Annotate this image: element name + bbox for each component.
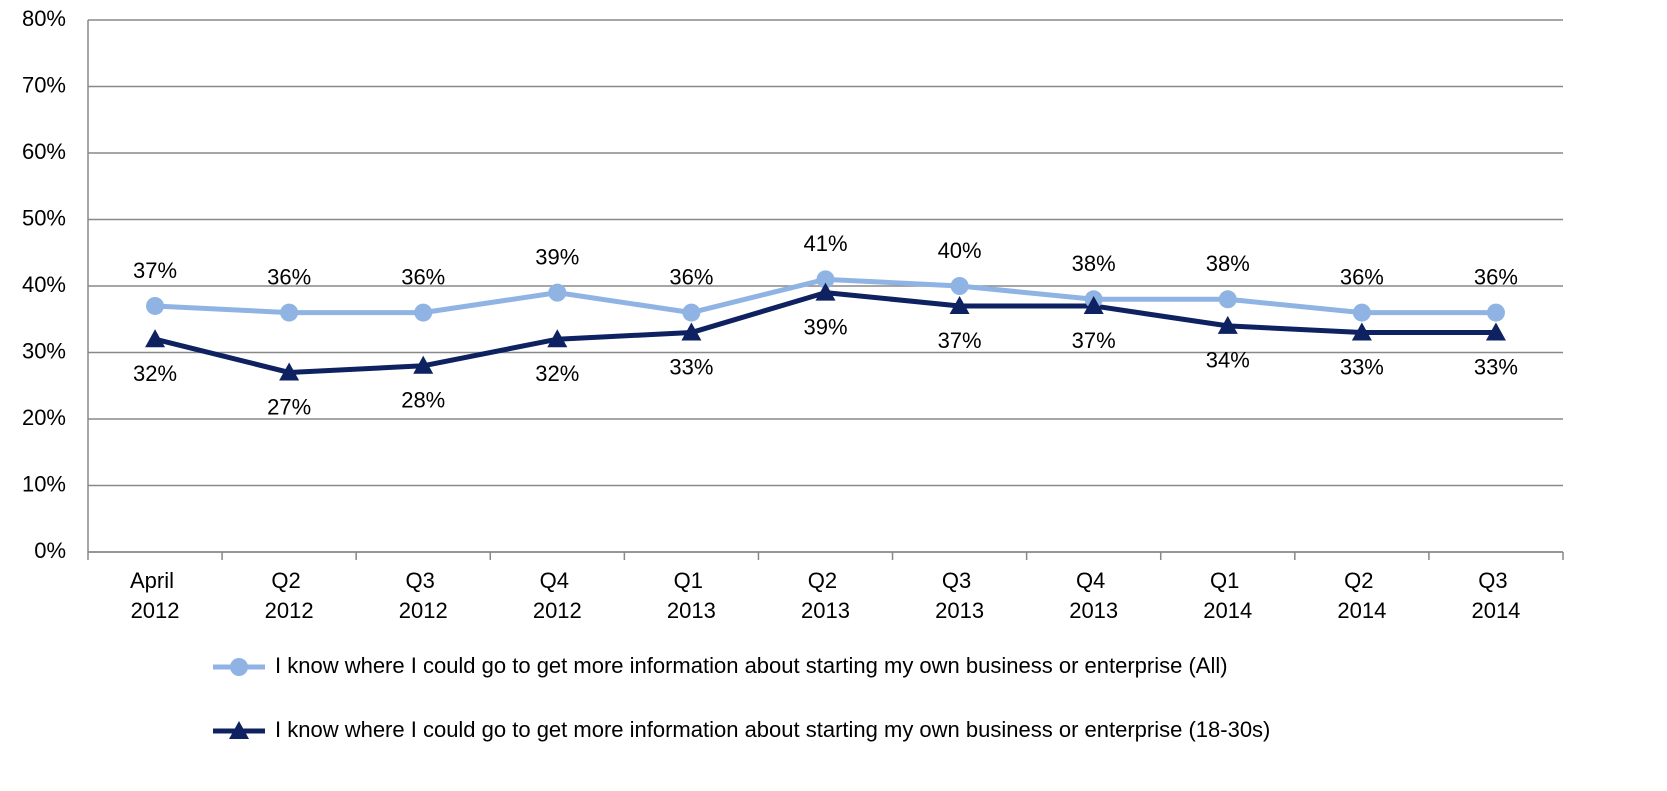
data-point (146, 296, 165, 315)
data-label: 41% (803, 231, 847, 256)
data-label: 39% (803, 314, 847, 339)
data-label: 33% (1474, 354, 1518, 379)
y-tick-label: 40% (22, 272, 66, 297)
data-point (413, 355, 434, 374)
legend-marker (229, 721, 249, 739)
data-label: 36% (1474, 264, 1518, 289)
data-label: 33% (669, 354, 713, 379)
data-label: 37% (133, 258, 177, 283)
x-tick-label: Q1 2014 (1203, 568, 1252, 623)
data-label: 38% (1206, 251, 1250, 276)
data-label: 37% (1072, 328, 1116, 353)
data-label: 36% (401, 264, 445, 289)
data-point (1352, 303, 1371, 322)
y-tick-label: 20% (22, 405, 66, 430)
x-tick-label: Q2 2012 (265, 568, 314, 623)
x-tick-label: Q1 2013 (667, 568, 716, 623)
data-label: 37% (938, 328, 982, 353)
data-point (815, 282, 836, 301)
data-label: 33% (1340, 354, 1384, 379)
y-tick-label: 80% (22, 6, 66, 31)
x-tick-label: Q3 2012 (399, 568, 448, 623)
data-point (1486, 303, 1505, 322)
data-label: 32% (535, 361, 579, 386)
y-tick-label: 30% (22, 338, 66, 363)
data-label: 40% (938, 238, 982, 263)
data-point (816, 270, 835, 289)
data-point (547, 329, 568, 348)
y-tick-label: 70% (22, 72, 66, 97)
data-label: 28% (401, 388, 445, 413)
data-point (1083, 295, 1104, 314)
y-tick-label: 10% (22, 471, 66, 496)
data-label: 34% (1206, 348, 1250, 373)
data-point (280, 303, 299, 322)
data-point (1351, 322, 1372, 341)
y-tick-label: 0% (34, 538, 66, 563)
data-label: 36% (1340, 264, 1384, 289)
data-label: 27% (267, 394, 311, 419)
data-point (414, 303, 433, 322)
x-tick-label: April 2012 (130, 568, 180, 623)
data-point (548, 283, 567, 302)
data-label: 38% (1072, 251, 1116, 276)
data-point (1218, 290, 1237, 309)
data-point (1217, 315, 1238, 334)
data-point (279, 362, 300, 381)
x-tick-label: Q3 2013 (935, 568, 984, 623)
data-label: 32% (133, 361, 177, 386)
data-point (682, 303, 701, 322)
legend-label: I know where I could go to get more info… (275, 653, 1228, 678)
y-tick-label: 50% (22, 205, 66, 230)
data-point (145, 329, 166, 348)
x-tick-label: Q3 2014 (1471, 568, 1520, 623)
data-label: 36% (267, 264, 311, 289)
x-tick-label: Q4 2013 (1069, 568, 1118, 623)
data-point (949, 295, 970, 314)
legend-label: I know where I could go to get more info… (275, 717, 1270, 742)
data-point (681, 322, 702, 341)
data-point (1485, 322, 1506, 341)
data-point (950, 277, 969, 295)
x-tick-label: Q4 2012 (533, 568, 582, 623)
legend-marker (230, 658, 248, 676)
y-tick-label: 60% (22, 139, 66, 164)
data-label: 36% (669, 264, 713, 289)
x-tick-label: Q2 2014 (1337, 568, 1386, 623)
data-label: 39% (535, 244, 579, 269)
x-tick-label: Q2 2013 (801, 568, 850, 623)
